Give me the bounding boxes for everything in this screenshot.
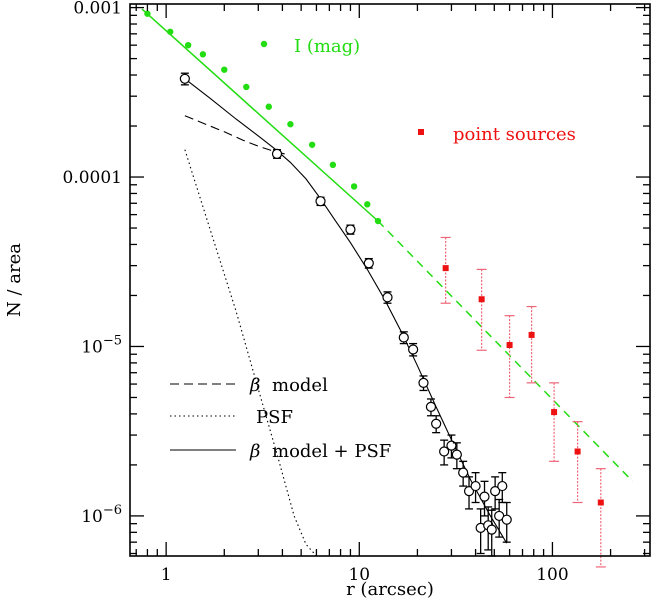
green-data-point (243, 83, 250, 91)
galaxy-data-point (363, 258, 374, 269)
galaxy-data-point (490, 486, 501, 497)
legend-label: model (272, 375, 328, 396)
galaxy-data-point (179, 73, 190, 84)
green-data-point (308, 141, 316, 148)
galaxy-data-point (463, 486, 475, 497)
green-data-point (350, 183, 358, 190)
point-source-point (574, 448, 581, 455)
galaxy-data-point (425, 401, 437, 412)
legend-label-i-mag: I (mag) (294, 36, 360, 57)
y-tick-label: 0.0001 (63, 168, 122, 188)
legend-label-point-sources: point sources (453, 124, 576, 145)
point-source-point (442, 265, 449, 272)
legend-label: model + PSF (272, 441, 391, 462)
galaxy-data-point (408, 344, 419, 355)
green-data-point (167, 28, 174, 35)
galaxy-data-point (345, 224, 356, 235)
point-source-point (551, 409, 558, 416)
legend-beta-symbol: β (249, 441, 260, 462)
legend-green-dot-icon (260, 40, 268, 48)
psf-line (184, 149, 317, 557)
data-marks (144, 10, 606, 568)
galaxy-data-point (458, 467, 469, 478)
galaxy-data-point (439, 446, 450, 457)
y-tick-label: 0.001 (73, 0, 122, 19)
galaxy-data-point (497, 480, 508, 492)
axes (129, 3, 651, 557)
green-fit-line (141, 8, 379, 222)
legend-beta-symbol: β (249, 375, 260, 396)
y-tick-exponent: −6 (103, 503, 122, 518)
x-axis-label: r (arcsec) (346, 579, 434, 600)
y-tick-mantissa: 10 (81, 507, 103, 527)
green-data-point (221, 66, 228, 73)
galaxy-data-point (271, 148, 283, 159)
galaxy-data-point (315, 196, 326, 207)
y-tick-mantissa: 10 (81, 337, 103, 357)
galaxy-data-point (479, 491, 490, 502)
x-tick-label: 1 (161, 565, 172, 585)
green-data-point (265, 103, 272, 110)
point-source-point (478, 296, 485, 303)
x-tick-label: 100 (536, 565, 568, 585)
green-data-point (287, 121, 294, 128)
legend-red-square-icon (418, 129, 424, 135)
galaxy-data-point (398, 332, 409, 343)
y-tick-label: 10−6 (81, 503, 122, 527)
green-data-point (144, 10, 151, 17)
galaxy-data-point (431, 418, 442, 429)
galaxy-data-point (501, 514, 512, 525)
galaxy-data-point (418, 377, 429, 388)
green-data-point (329, 161, 337, 169)
green-extrapolation-line (377, 220, 634, 482)
green-data-point (199, 51, 207, 58)
plot-frame (129, 3, 651, 557)
legend-label: PSF (256, 407, 293, 428)
point-source-point (528, 331, 535, 338)
beta-model-line (184, 115, 287, 155)
point-source-point (597, 499, 604, 506)
galaxy-data-point (470, 480, 481, 492)
point-source-point (506, 342, 513, 349)
galaxy-data-point (451, 449, 462, 460)
y-axis-label: N / area (4, 243, 25, 317)
y-tick-exponent: −5 (103, 333, 122, 348)
x-tick-label: 10 (348, 565, 370, 585)
galaxy-data-point (486, 524, 497, 535)
green-data-point (184, 41, 192, 49)
green-data-point (374, 217, 382, 225)
green-data-point (364, 201, 371, 208)
galaxy-data-point (382, 292, 393, 303)
y-tick-label: 10−5 (81, 333, 122, 357)
